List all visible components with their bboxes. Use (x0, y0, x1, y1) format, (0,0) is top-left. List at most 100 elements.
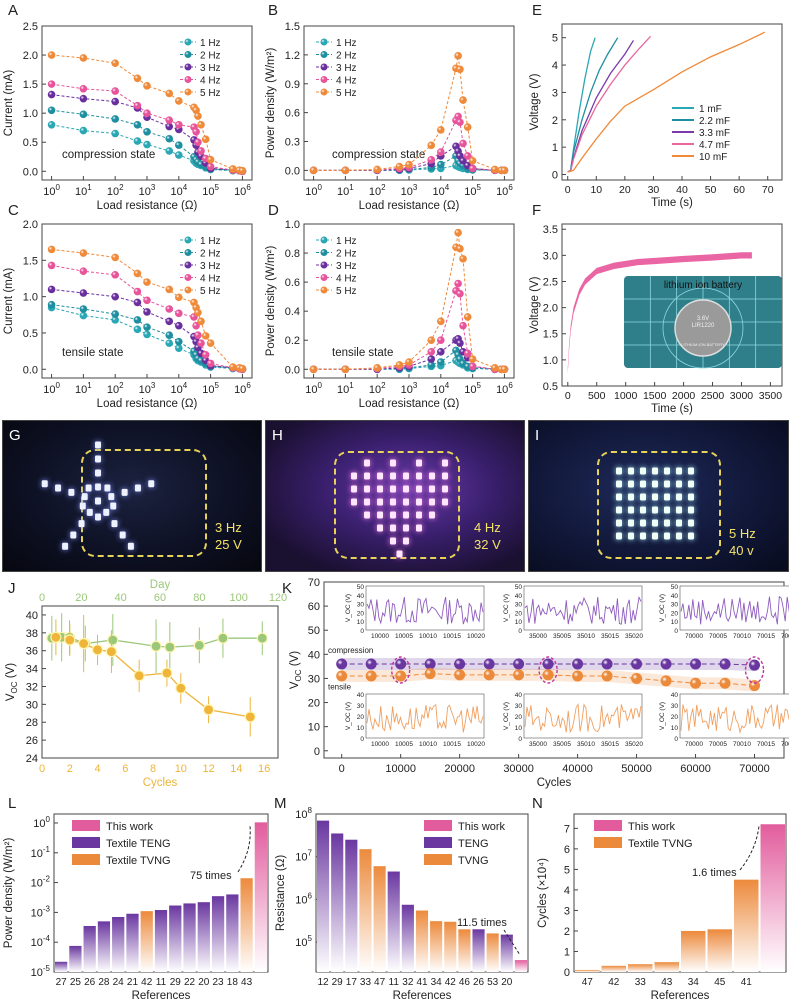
bar-29 (331, 833, 344, 972)
data-point (468, 355, 477, 363)
data-point (143, 278, 151, 286)
inset-y-tick: 40 (671, 692, 679, 699)
x-axis-label: Cycles (143, 777, 178, 789)
data-point (513, 658, 525, 670)
led (640, 519, 646, 527)
inset-x-tick: 10000 (371, 741, 389, 748)
y-tick-label: 60 (308, 601, 320, 613)
led (416, 485, 422, 493)
data-point (165, 285, 174, 294)
legend-marker (184, 51, 192, 58)
photo-label: G (9, 427, 21, 444)
x-tick-label: 18 (227, 977, 239, 988)
data-point (47, 90, 56, 99)
x-tick-label: 104 (432, 381, 449, 396)
data-point (143, 296, 151, 305)
led (616, 467, 622, 475)
top-x-tick-label: 60 (154, 592, 166, 604)
data-point (143, 323, 151, 331)
x-tick-label: 106 (234, 381, 251, 396)
led (628, 493, 634, 501)
inset-x-tick: 10000 (371, 633, 389, 640)
data-point (491, 364, 499, 372)
y-tick-label: 2.0 (23, 219, 38, 231)
state-annotation: compression state (62, 149, 155, 161)
data-point (47, 261, 56, 270)
data-point (47, 80, 56, 88)
data-point (500, 365, 509, 374)
top-x-tick-label: 40 (115, 592, 127, 604)
y-tick-label: 10-4 (31, 934, 51, 949)
legend-label: 5 Hz (200, 88, 221, 99)
y-tick-label: 1.0 (285, 219, 300, 231)
x-tick-label: 26 (84, 977, 96, 988)
data-point (111, 97, 119, 106)
y-tick-label: 2.5 (543, 276, 558, 288)
data-point (373, 165, 381, 174)
chart-d-power-tensile: 0.0 0.2 0.4 0.6 0.8 1.0 100 101 102 103 104 105 106 L… (265, 219, 515, 410)
data-point (165, 89, 174, 98)
data-point (79, 267, 88, 276)
x-tick-label: 2 (67, 763, 73, 775)
led (377, 511, 383, 519)
led (416, 498, 422, 506)
inset-y-tick: 40 (357, 593, 365, 600)
series-line-0 (51, 124, 243, 172)
plot-frame (41, 605, 279, 759)
bar-12 (317, 820, 330, 972)
x-tick-label: 2000 (672, 390, 696, 402)
data-point (161, 667, 173, 679)
x-axis-label: Load resistance (Ω) (97, 200, 198, 212)
legend-label: 2 Hz (336, 249, 357, 260)
data-point (437, 160, 445, 169)
data-point (660, 675, 672, 687)
data-point (79, 84, 88, 93)
led (664, 467, 670, 475)
x-tick-label: 70 (762, 184, 774, 196)
data-point (513, 669, 525, 681)
data-point (456, 65, 464, 74)
led (416, 524, 422, 532)
data-point (202, 704, 215, 716)
bar-11 (387, 871, 400, 972)
data-point (459, 255, 467, 263)
chart-f-battery-charging: 0.5 1.0 1.5 2.0 2.5 3.0 3.5 0 500 1000 1500 2000 250… (529, 223, 783, 415)
led (79, 502, 86, 510)
led (119, 531, 126, 539)
legend-marker (320, 236, 328, 244)
data-point (133, 269, 142, 278)
data-point (107, 634, 119, 646)
led (616, 480, 622, 488)
led (442, 485, 448, 493)
chart-a-current-compression: 0.0 0.5 1.0 1.5 2.0 2.5 100 101 102 103 104 105 106 L… (3, 21, 253, 212)
series-line-1 (51, 304, 243, 370)
legend-marker (184, 236, 192, 244)
data-point (427, 361, 436, 369)
comparison-annotation: 1.6 times (692, 867, 737, 879)
legend-swatch (72, 854, 100, 865)
led (95, 455, 101, 463)
legend-swatch (594, 837, 622, 848)
led (416, 459, 422, 467)
inset-y-tick: 0 (518, 628, 522, 635)
led (134, 484, 141, 492)
y-tick-label: 40 (308, 649, 320, 661)
x-tick-label: 102 (369, 381, 386, 396)
y-tick-label: 30 (26, 699, 38, 711)
led (676, 467, 682, 475)
coin-battery (674, 299, 732, 357)
y-tick-label: 0.5 (23, 328, 38, 340)
top-x-tick-label: 80 (193, 592, 205, 604)
x-tick-label: 10 (590, 184, 602, 196)
x-axis-label: References (651, 990, 710, 1000)
y-tick-label: 5 (552, 33, 558, 45)
inset-y-tick: 40 (515, 593, 523, 600)
y-tick-label: 10-2 (31, 875, 51, 890)
y-tick-label: 32 (26, 681, 38, 693)
led (121, 488, 128, 496)
inset-x-tick: 35000 (529, 741, 547, 748)
legend-label: 5 Hz (200, 286, 221, 297)
led (127, 542, 134, 550)
x-tick-label: 26 (473, 977, 485, 988)
